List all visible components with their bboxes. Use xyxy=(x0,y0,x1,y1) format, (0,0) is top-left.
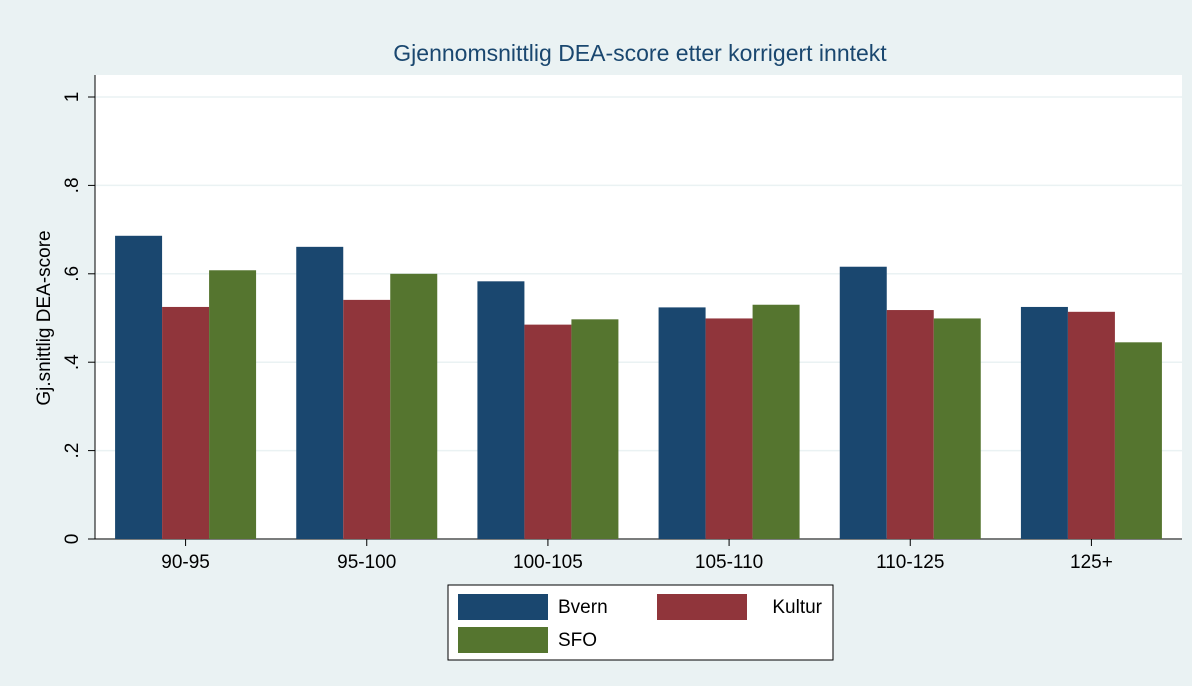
x-tick-label: 125+ xyxy=(1070,552,1113,573)
legend-label: Bvern xyxy=(558,597,608,618)
bar xyxy=(477,281,525,539)
bar xyxy=(658,307,706,539)
x-tick-label: 95-100 xyxy=(337,552,396,573)
bar xyxy=(752,304,800,539)
x-tick-label: 110-125 xyxy=(876,552,944,573)
bar xyxy=(886,310,934,539)
legend-label: Kultur xyxy=(772,597,822,618)
y-tick-label: .2 xyxy=(62,443,83,459)
y-tick-label: 0 xyxy=(62,534,83,545)
bar xyxy=(839,266,887,539)
y-tick-label: 1 xyxy=(62,92,83,103)
x-tick-label: 90-95 xyxy=(161,552,210,573)
bar xyxy=(390,273,438,539)
bar xyxy=(115,235,163,539)
bar xyxy=(296,246,344,539)
x-tick-label: 100-105 xyxy=(513,552,583,573)
bar xyxy=(1114,342,1162,539)
x-tick-label: 105-110 xyxy=(695,552,763,573)
bar xyxy=(705,318,753,539)
bar xyxy=(1020,306,1068,539)
bar xyxy=(524,324,572,539)
y-tick-label: .8 xyxy=(62,177,83,193)
y-axis-title: Gj.snittlig DEA-score xyxy=(34,230,55,405)
y-tick-label: .4 xyxy=(62,354,83,370)
bar xyxy=(209,270,257,539)
chart-title: Gjennomsnittlig DEA-score etter korriger… xyxy=(393,40,887,66)
bar xyxy=(933,318,981,539)
bar xyxy=(1067,311,1115,539)
bar xyxy=(162,306,210,539)
y-tick-label: .6 xyxy=(62,266,83,282)
bar xyxy=(343,299,391,539)
legend-swatch xyxy=(458,594,548,620)
legend-swatch xyxy=(657,594,747,620)
plot-area xyxy=(95,75,1182,540)
legend-label: SFO xyxy=(558,630,597,651)
legend-swatch xyxy=(458,627,548,653)
bar xyxy=(571,319,619,539)
